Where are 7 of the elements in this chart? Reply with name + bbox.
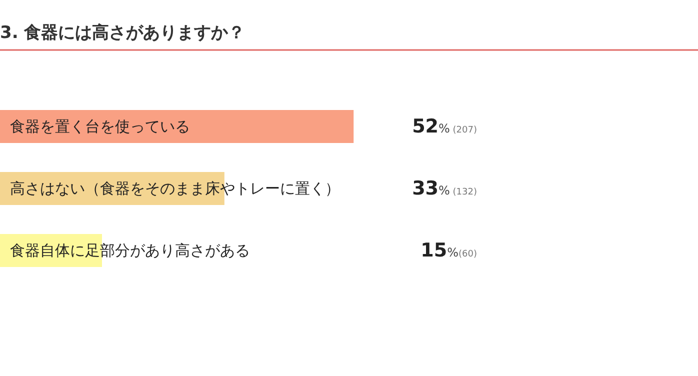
chart-title: 3. 食器には高さがありますか？ — [0, 23, 246, 43]
data-label: 33% (132) — [412, 178, 477, 200]
data-label: 15%(60) — [420, 240, 477, 262]
y-tick-label: 食器自体に足部分があり高さがある — [10, 242, 250, 260]
y-tick-label: 高さはない（食器をそのまま床やトレーに置く） — [10, 180, 340, 198]
data-label: 52% (207) — [412, 116, 477, 138]
y-tick-label: 食器を置く台を使っている — [10, 118, 190, 136]
